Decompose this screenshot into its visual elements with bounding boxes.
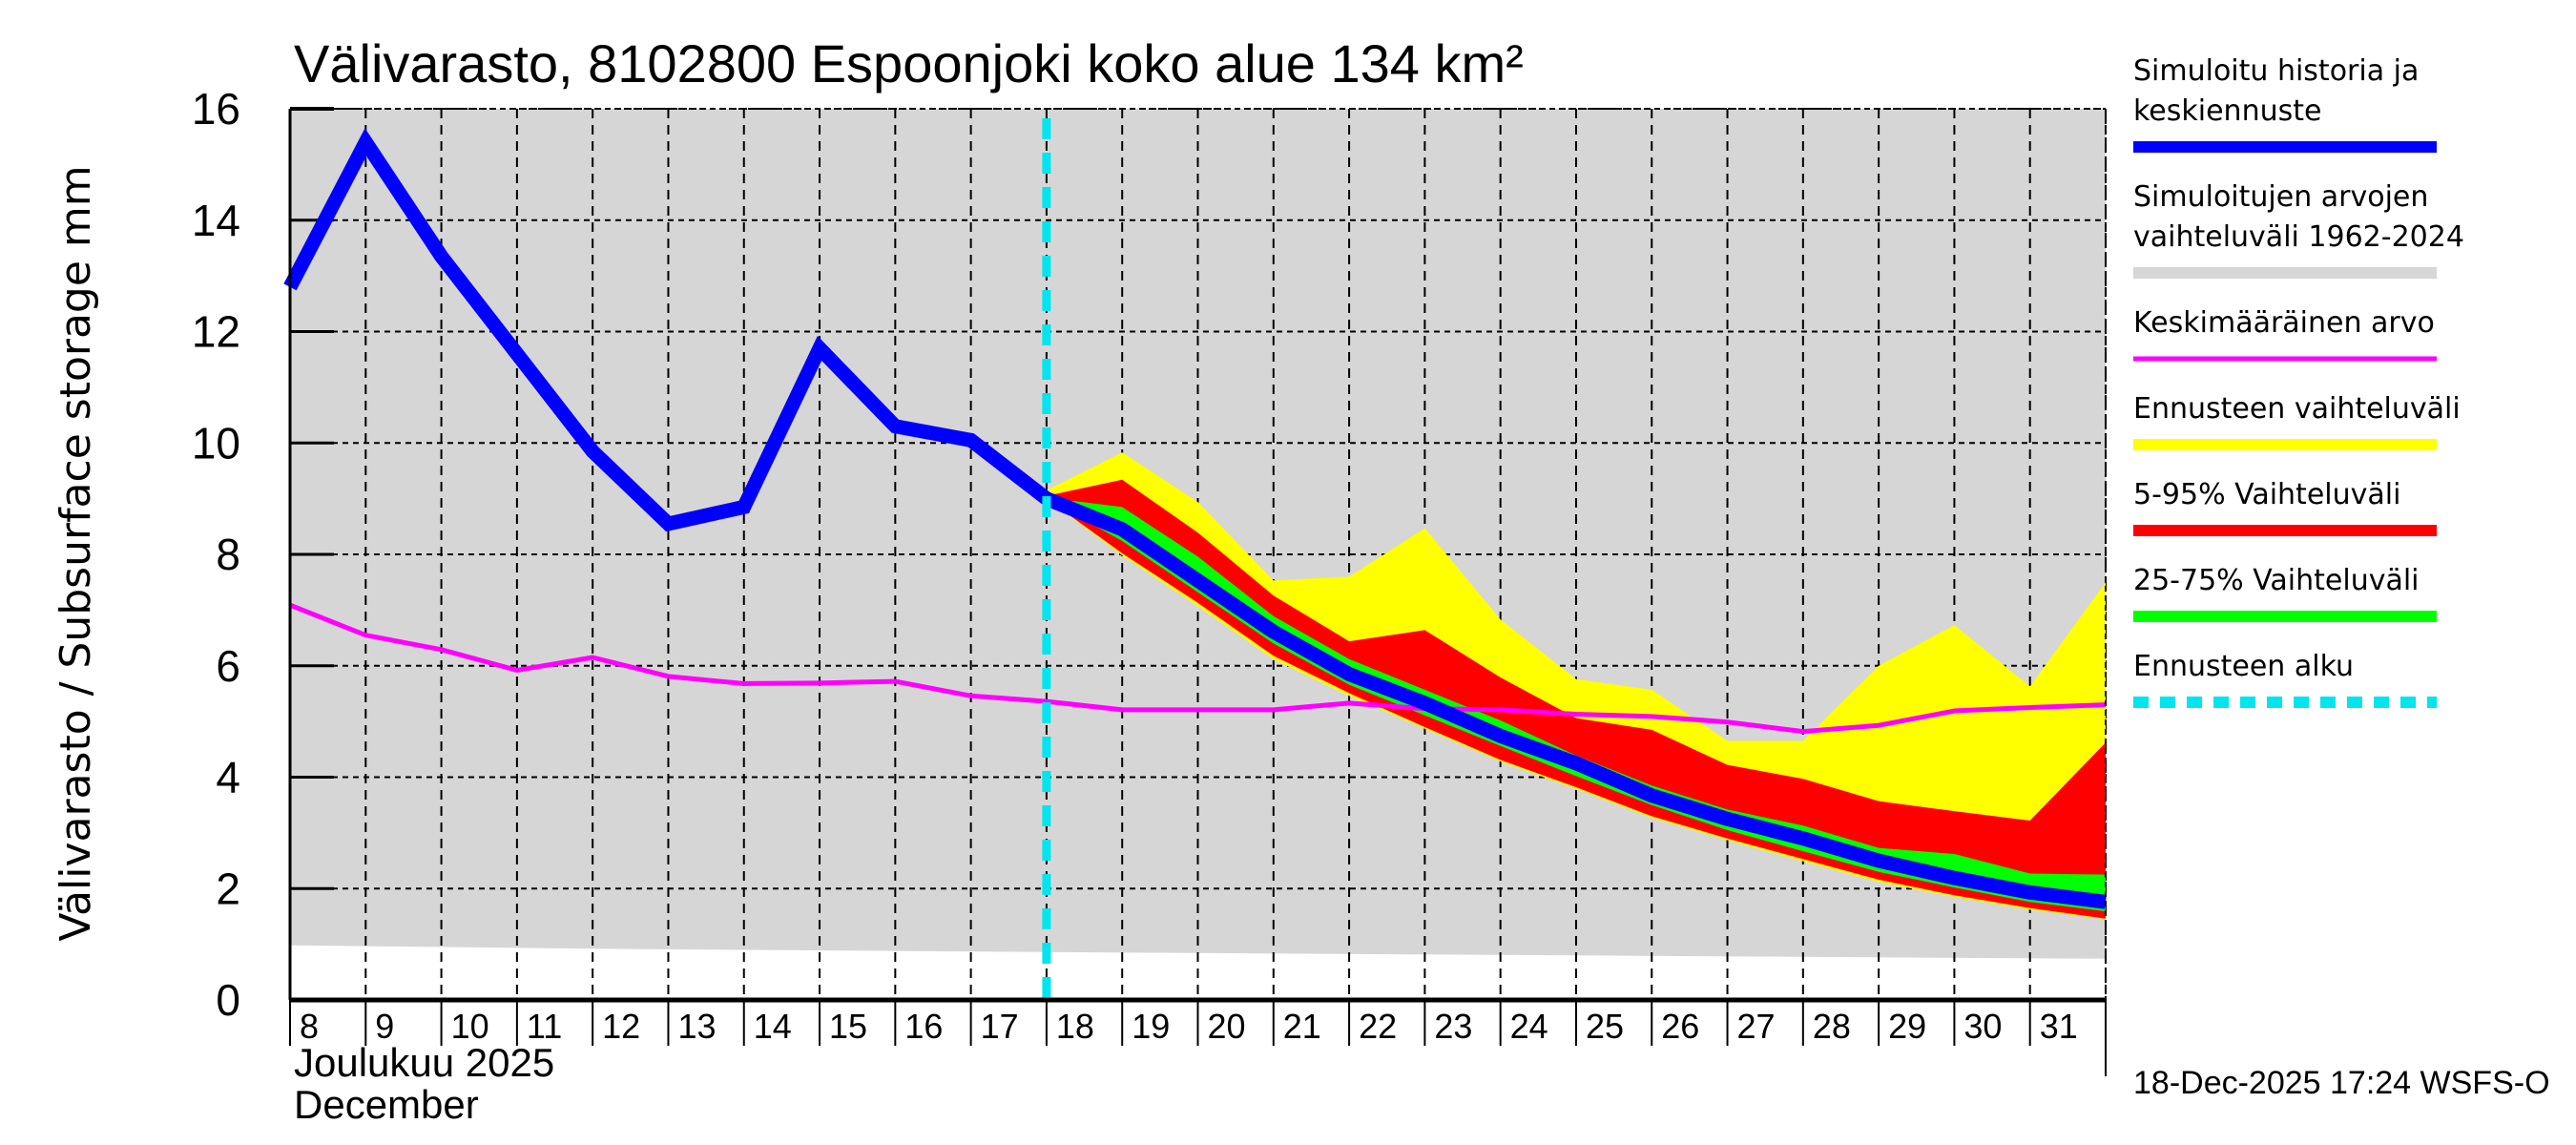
y-tick-label: 6	[216, 641, 240, 691]
x-axis-month-fi: Joulukuu 2025	[294, 1040, 554, 1085]
x-tick-label: 13	[677, 1007, 716, 1046]
y-tick-label: 4	[216, 753, 240, 802]
x-tick-label: 8	[300, 1007, 319, 1046]
x-tick-label: 31	[2040, 1007, 2078, 1046]
x-tick-label: 21	[1283, 1007, 1321, 1046]
x-tick-label: 24	[1510, 1007, 1548, 1046]
x-tick-label: 10	[451, 1007, 489, 1046]
x-tick-label: 19	[1132, 1007, 1170, 1046]
legend: Simuloitu historia ja keskiennuste Simuloi…	[2133, 54, 2464, 708]
x-tick-label: 9	[375, 1007, 394, 1046]
y-axis-label: Välivarasto / Subsurface storage mm	[52, 165, 100, 941]
mean-line	[289, 602, 2107, 735]
y-tick-label: 16	[192, 84, 240, 134]
x-tick-label: 16	[904, 1007, 943, 1046]
timestamp: 18-Dec-2025 17:24 WSFS-O	[2133, 1065, 2550, 1101]
y-tick-label: 8	[216, 530, 240, 579]
chart-title: Välivarasto, 8102800 Espoonjoki koko alu…	[294, 33, 1524, 94]
x-tick-label: 22	[1359, 1007, 1397, 1046]
x-tick-label: 25	[1586, 1007, 1624, 1046]
y-tick-labels: 0 2 4 6 8 10 12 14 16	[192, 84, 240, 1025]
y-tick-label: 10	[192, 418, 240, 468]
legend-label: Simuloitujen arvojen	[2133, 180, 2428, 214]
x-tick-label: 20	[1208, 1007, 1246, 1046]
legend-label: Ennusteen alku	[2133, 650, 2354, 683]
x-tick-label: 14	[754, 1007, 792, 1046]
x-tick-label: 27	[1737, 1007, 1776, 1046]
plot-area	[283, 107, 2107, 1076]
x-tick-label: 11	[527, 1007, 562, 1046]
legend-label: vaihteluväli 1962-2024	[2133, 220, 2464, 254]
x-axis-month-en: December	[294, 1082, 479, 1127]
history-line	[283, 128, 1051, 532]
x-tick-label: 23	[1434, 1007, 1472, 1046]
forecast-median-line	[1044, 491, 2107, 909]
p25-75-band	[1046, 497, 2106, 912]
legend-label: Simuloitu historia ja	[2133, 54, 2419, 88]
legend-label: Keskimääräinen arvo	[2133, 306, 2435, 340]
x-tick-label: 15	[829, 1007, 867, 1046]
legend-label: 5-95% Vaihteluväli	[2133, 478, 2400, 511]
x-tick-label: 30	[1963, 1007, 2002, 1046]
y-tick-label: 12	[192, 307, 240, 357]
legend-label: keskiennuste	[2133, 94, 2321, 128]
legend-label: 25-75% Vaihteluväli	[2133, 564, 2420, 597]
x-tick-label: 28	[1813, 1007, 1851, 1046]
x-tick-label: 12	[602, 1007, 640, 1046]
x-tick-label: 17	[981, 1007, 1019, 1046]
x-tick-labels: 8 9 10 11 12 13 14 15 16 17 18 19 20 21 22 23 24 25 26 27 28…	[289, 1000, 2078, 1046]
y-tick-label: 14	[192, 196, 240, 245]
legend-label: Ennusteen vaihteluväli	[2133, 392, 2461, 426]
p5-95-band	[1046, 479, 2106, 919]
x-tick-label: 26	[1661, 1007, 1699, 1046]
x-tick-label: 18	[1056, 1007, 1094, 1046]
y-tick-label: 0	[216, 975, 240, 1025]
y-tick-label: 2	[216, 864, 240, 913]
x-tick-label: 29	[1888, 1007, 1926, 1046]
